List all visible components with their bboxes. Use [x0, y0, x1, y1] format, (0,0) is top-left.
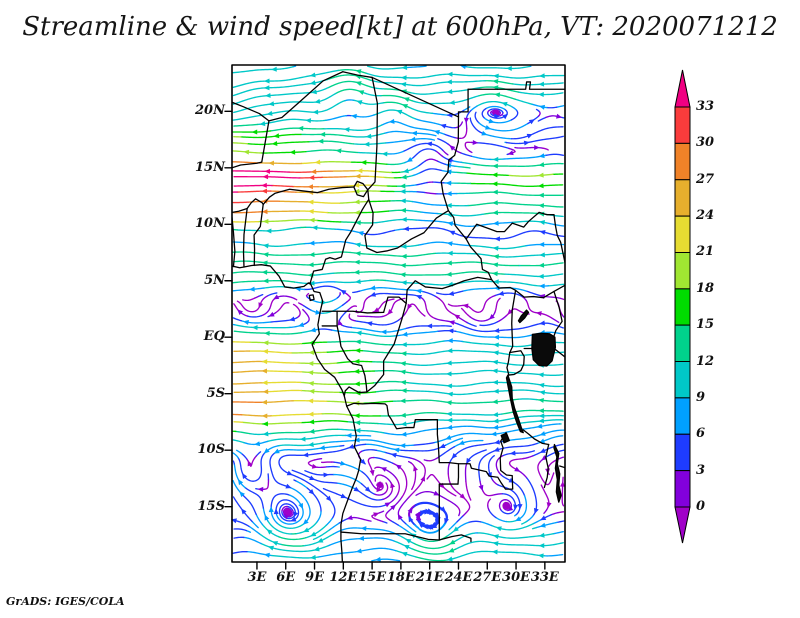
lon-tick-label: 27E	[473, 570, 502, 585]
lon-tick-label: 15E	[358, 570, 387, 585]
colorbar-segment	[674, 324, 691, 363]
colorbar-segment	[674, 433, 691, 472]
colorbar-segment	[674, 361, 691, 399]
lon-tick-label: 21E	[415, 570, 444, 585]
lon-tick-label: 9E	[305, 570, 324, 585]
colorbar-tick-label: 6	[696, 426, 706, 442]
colorbar-segment	[674, 69, 691, 108]
colorbar-tick-label: 3	[696, 462, 706, 478]
colorbar-tick-label: 12	[696, 353, 715, 369]
lon-tick-label: 12E	[329, 570, 358, 585]
colorbar-tick-label: 33	[696, 99, 715, 114]
lat-tick-label: 15N	[195, 159, 225, 175]
colorbar	[674, 69, 691, 544]
colorbar-segment	[674, 106, 691, 144]
colorbar-tick-label: 9	[696, 389, 706, 405]
colorbar-segment	[674, 397, 691, 435]
colorbar-segment	[674, 142, 691, 181]
lat-tick-label: 5N	[204, 272, 225, 288]
colorbar-tick-label: 21	[696, 244, 715, 260]
lon-tick-label: 3E	[247, 570, 267, 585]
colorbar-tick-label: 15	[696, 317, 715, 333]
lon-tick-label: 30E	[502, 570, 531, 585]
colorbar-segment	[674, 506, 691, 544]
colorbar-tick-label: 30	[696, 135, 715, 151]
colorbar-tick-label: 18	[696, 280, 715, 296]
lon-tick-label: 24E	[444, 570, 473, 585]
streamline-map-canvas	[220, 60, 572, 572]
colorbar-segment	[674, 251, 691, 290]
colorbar-segment	[674, 470, 691, 508]
colorbar-segment	[674, 179, 691, 217]
colorbar-segment	[674, 288, 691, 326]
lat-tick-label: 20N	[195, 103, 225, 119]
lon-tick-label: 18E	[386, 570, 415, 585]
lon-tick-label: 33E	[530, 570, 559, 585]
colorbar-segment	[674, 215, 691, 253]
lat-tick-label: 15S	[197, 498, 225, 514]
lon-tick-label: 6E	[276, 570, 296, 585]
colorbar-tick-label: 24	[696, 208, 715, 224]
plot-title: Streamline & wind speed[kt] at 600hPa, V…	[22, 12, 778, 42]
lat-tick-label: EQ	[203, 329, 225, 345]
lat-tick-label: 10S	[197, 442, 225, 458]
lat-tick-label: 10N	[195, 216, 225, 232]
colorbar-tick-label: 0	[696, 499, 706, 514]
lat-tick-label: 5S	[206, 385, 225, 401]
colorbar-tick-label: 27	[696, 171, 715, 187]
grads-credit: GrADS: IGES/COLA	[6, 595, 125, 608]
